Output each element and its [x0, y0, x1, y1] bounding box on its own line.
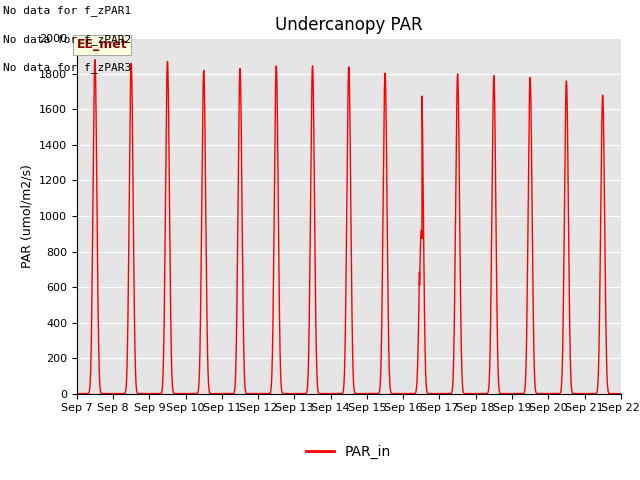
- Text: No data for f_zPAR3: No data for f_zPAR3: [3, 62, 131, 73]
- Text: No data for f_zPAR2: No data for f_zPAR2: [3, 34, 131, 45]
- Title: Undercanopy PAR: Undercanopy PAR: [275, 16, 422, 34]
- Text: No data for f_zPAR1: No data for f_zPAR1: [3, 5, 131, 16]
- Y-axis label: PAR (umol/m2/s): PAR (umol/m2/s): [20, 164, 33, 268]
- Legend: PAR_in: PAR_in: [301, 440, 397, 465]
- Text: EE_met: EE_met: [77, 38, 127, 51]
